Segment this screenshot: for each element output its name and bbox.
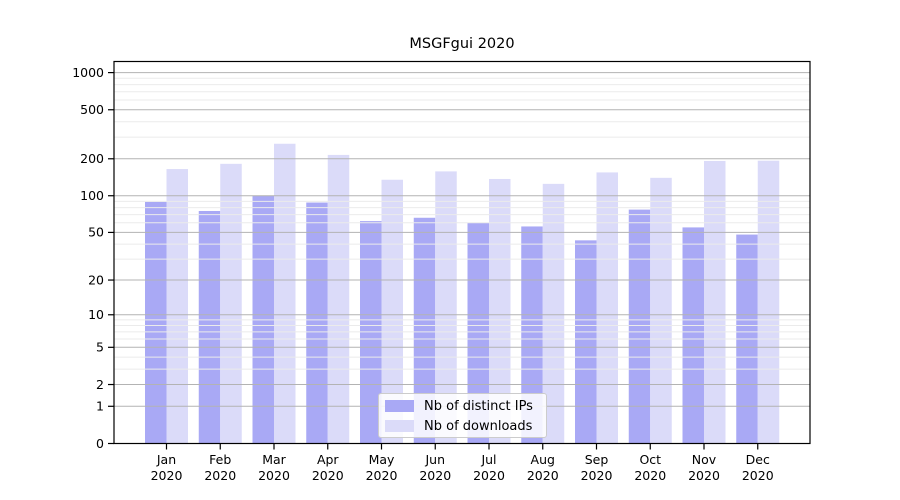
legend-swatch-distinct-ips <box>385 400 414 412</box>
x-tick-label-year: 2020 <box>473 468 505 483</box>
bar-ips-oct <box>628 209 651 444</box>
y-tick-label: 100 <box>80 188 104 203</box>
legend-swatch-downloads <box>385 420 414 432</box>
x-tick-label-year: 2020 <box>581 468 613 483</box>
bar-downloads-jan <box>166 169 188 444</box>
x-tick-label-month: Jun <box>424 452 445 467</box>
bar-downloads-apr <box>327 154 350 444</box>
x-tick-label-month: Feb <box>209 452 231 467</box>
y-tick-label: 20 <box>88 272 104 287</box>
bar-ips-sep <box>575 240 597 444</box>
bar-downloads-jun <box>435 171 457 444</box>
x-tick-label-month: Apr <box>317 452 339 467</box>
bar-ips-feb <box>198 211 221 444</box>
y-tick-label: 500 <box>80 102 104 117</box>
x-tick-label-year: 2020 <box>258 468 290 483</box>
x-tick-label-year: 2020 <box>419 468 451 483</box>
bar-downloads-oct <box>650 177 672 444</box>
bar-downloads-nov <box>704 160 726 444</box>
bar-downloads-may <box>381 179 403 444</box>
legend-label-downloads: Nb of downloads <box>424 418 533 434</box>
x-tick-label-year: 2020 <box>366 468 398 483</box>
x-tick-label-month: Dec <box>746 452 770 467</box>
bar-downloads-jul <box>489 178 511 444</box>
y-tick-label: 0 <box>96 436 104 451</box>
bar-downloads-mar <box>274 143 296 444</box>
x-tick-label-year: 2020 <box>634 468 666 483</box>
legend-label-distinct-ips: Nb of distinct IPs <box>424 398 533 414</box>
x-tick-label-month: Jan <box>156 452 176 467</box>
y-tick-label: 10 <box>88 307 104 322</box>
x-tick-label-month: May <box>369 452 395 467</box>
x-tick-label-year: 2020 <box>151 468 183 483</box>
legend-item-downloads: Nb of downloads <box>385 417 532 435</box>
legend-item-distinct-ips: Nb of distinct IPs <box>385 397 533 415</box>
x-tick-label-year: 2020 <box>742 468 774 483</box>
y-tick-label: 200 <box>80 151 104 166</box>
x-tick-label-year: 2020 <box>204 468 236 483</box>
x-tick-label-year: 2020 <box>527 468 559 483</box>
chart-legend: Nb of distinct IPs Nb of downloads <box>378 393 547 438</box>
y-tick-label: 1 <box>96 399 104 414</box>
bar-ips-aug <box>521 226 543 444</box>
plot-border <box>113 60 811 445</box>
bar-ips-jun <box>413 217 436 444</box>
x-tick-label-month: Nov <box>692 452 717 467</box>
bar-downloads-aug <box>542 183 565 444</box>
y-tick-label: 1000 <box>72 65 104 80</box>
bar-downloads-dec <box>757 160 780 444</box>
x-tick-label-month: Jul <box>480 452 496 467</box>
x-tick-label-month: Oct <box>639 452 661 467</box>
x-tick-label-month: Aug <box>531 452 555 467</box>
x-tick-label-month: Mar <box>262 452 286 467</box>
bar-ips-jan <box>145 201 167 444</box>
bar-downloads-sep <box>596 172 618 444</box>
bar-ips-jul <box>467 222 489 444</box>
bar-downloads-feb <box>220 163 242 444</box>
x-tick-label-month: Sep <box>585 452 609 467</box>
y-tick-label: 50 <box>88 225 104 240</box>
y-tick-label: 2 <box>96 377 104 392</box>
x-tick-label-year: 2020 <box>688 468 720 483</box>
y-tick-label: 5 <box>96 340 104 355</box>
bar-ips-nov <box>682 227 704 444</box>
chart-title: MSGFgui 2020 <box>409 36 515 52</box>
x-tick-label-year: 2020 <box>312 468 344 483</box>
bar-ips-apr <box>306 202 328 444</box>
